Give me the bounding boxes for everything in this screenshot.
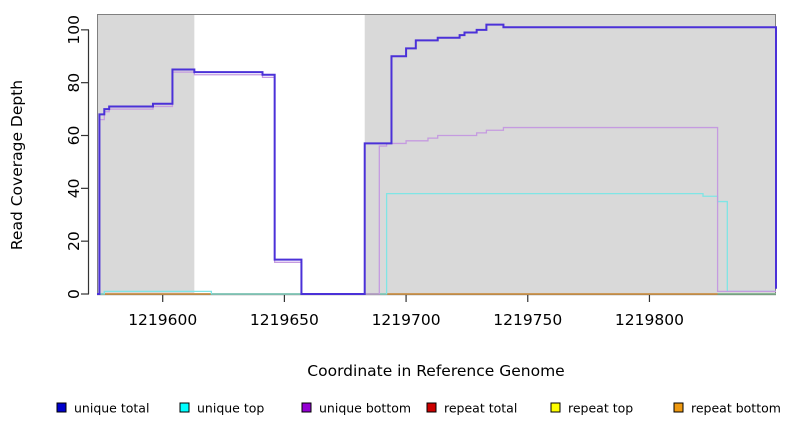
- legend-swatch-unique-total: [56, 402, 67, 413]
- x-axis-tick-label: 1219750: [493, 311, 562, 329]
- legend-label-unique-total: unique total: [74, 401, 149, 416]
- y-axis-tick-label: 80: [65, 73, 83, 93]
- legend-label-unique-bottom: unique bottom: [319, 401, 411, 416]
- legend-item: unique top: [179, 401, 264, 416]
- y-axis-tick-label: 60: [65, 126, 83, 146]
- x-axis-tick-label: 1219800: [615, 311, 684, 329]
- legend-item: repeat top: [550, 401, 633, 416]
- chart-legend: unique total unique top unique bottom repea…: [56, 401, 781, 416]
- y-axis-tick-label: 100: [65, 15, 83, 45]
- x-axis-title: Coordinate in Reference Genome: [307, 362, 564, 380]
- legend-item: unique bottom: [301, 401, 411, 416]
- y-axis-tick-label: 0: [65, 289, 83, 299]
- y-axis: 0 20 40 60 80 100: [65, 15, 90, 299]
- x-axis-tick-label: 1219650: [250, 311, 319, 329]
- series-line-unique-total: [97, 23, 777, 295]
- data-series-group: [97, 23, 777, 295]
- legend-label-repeat-top: repeat top: [568, 401, 633, 416]
- y-axis-title: Read Coverage Depth: [8, 80, 26, 250]
- x-axis-tick-label: 1219700: [372, 311, 441, 329]
- legend-swatch-repeat-bottom: [673, 402, 684, 413]
- legend-item: repeat bottom: [673, 401, 781, 416]
- legend-swatch-repeat-top: [550, 402, 561, 413]
- legend-swatch-unique-bottom: [301, 402, 312, 413]
- plot-gap-region: [194, 14, 365, 294]
- legend-label-repeat-total: repeat total: [444, 401, 517, 416]
- plot-background-group: [97, 14, 776, 294]
- legend-item: repeat total: [426, 401, 517, 416]
- y-axis-tick-label: 40: [65, 178, 83, 198]
- legend-item: unique total: [56, 401, 149, 416]
- legend-swatch-unique-top: [179, 402, 190, 413]
- legend-swatch-repeat-total: [426, 402, 437, 413]
- x-axis-tick-label: 1219600: [128, 311, 197, 329]
- legend-label-repeat-bottom: repeat bottom: [691, 401, 781, 416]
- y-axis-tick-label: 20: [65, 231, 83, 251]
- x-axis: 1219600 1219650 1219700 1219750 1219800: [97, 293, 776, 329]
- legend-label-unique-top: unique top: [197, 401, 264, 416]
- series-line-unique-top: [97, 192, 776, 295]
